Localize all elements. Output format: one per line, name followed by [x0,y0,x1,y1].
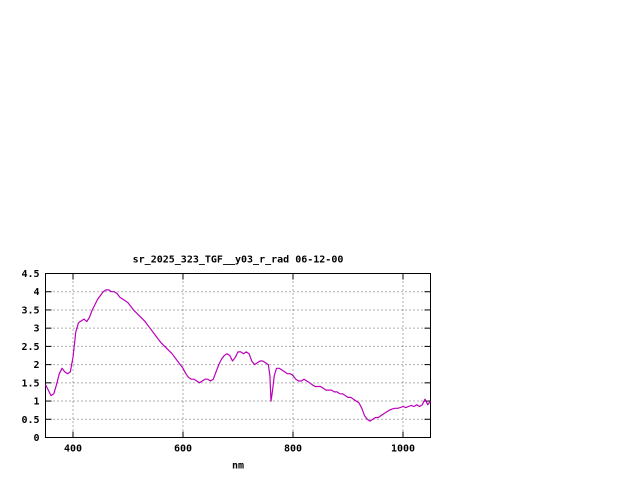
y-tick-label: 4 [33,287,39,298]
x-tick-label: 400 [64,444,82,455]
x-tick-label: 1000 [391,444,415,455]
y-tick-label: 0.5 [21,415,39,426]
tick-labels: 400 600 800 1000 0 0.5 1 1.5 2 2.5 3 3.5 4 4.5 [21,269,415,455]
plot-border [45,273,431,438]
y-tick-label: 2.5 [21,342,39,353]
y-tick-label: 0 [33,433,39,444]
y-tick-label: 1 [33,397,39,408]
series-lines [44,289,431,422]
x-tick-label: 600 [174,444,192,455]
chart-title: sr_2025_323_TGF__y03_r_rad 06-12-00 [133,255,344,266]
x-axis-label: nm [232,461,244,472]
grid-lines [45,273,431,438]
y-tick-label: 3.5 [21,305,39,316]
x-tick-label: 800 [284,444,302,455]
series-line [44,289,431,422]
y-tick-label: 2 [33,360,39,371]
tick-marks [45,273,431,438]
y-tick-label: 3 [33,324,39,335]
y-tick-label: 4.5 [21,269,39,280]
y-tick-label: 1.5 [21,378,39,389]
